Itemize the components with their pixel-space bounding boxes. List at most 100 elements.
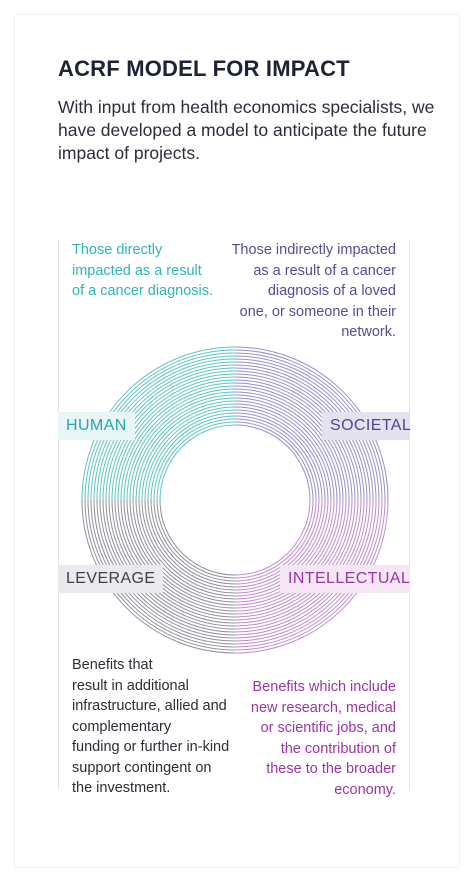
leverage-label: LEVERAGE bbox=[58, 565, 164, 593]
intellectual-ring-line bbox=[234, 499, 371, 636]
leverage-ring-line bbox=[153, 499, 236, 582]
human-ring-line bbox=[99, 364, 236, 501]
human-ring-line bbox=[138, 403, 236, 501]
leverage-ring-line bbox=[138, 499, 236, 597]
societal-description: Those indirectly impacted as a result of… bbox=[231, 242, 396, 340]
impact-ring-diagram bbox=[81, 346, 389, 654]
human-ring-line bbox=[114, 379, 236, 501]
leverage-ring-line bbox=[108, 499, 236, 627]
leverage-ring-line bbox=[99, 499, 236, 636]
societal-ring-line bbox=[234, 412, 323, 501]
human-ring-line bbox=[84, 349, 236, 501]
societal-ring-line bbox=[234, 406, 329, 501]
human-ring-line bbox=[123, 388, 236, 501]
societal-label: SOCIETAL bbox=[322, 412, 411, 440]
leverage-ring-line bbox=[150, 499, 236, 585]
human-ring-line bbox=[135, 400, 236, 501]
intellectual-ring-line bbox=[234, 499, 320, 585]
intellectual-ring-line bbox=[234, 499, 377, 642]
intro-text: With input from health economics special… bbox=[58, 97, 435, 163]
human-ring-line bbox=[111, 376, 236, 501]
societal-ring-line bbox=[234, 373, 362, 501]
societal-ring-line bbox=[234, 358, 377, 501]
human-ring-line bbox=[153, 418, 236, 501]
societal-ring-line bbox=[234, 388, 347, 501]
societal-ring-line bbox=[234, 385, 350, 501]
societal-ring-line bbox=[234, 361, 374, 501]
human-ring-quadrant bbox=[81, 346, 236, 501]
intellectual-ring-line bbox=[234, 499, 383, 648]
societal-ring-line bbox=[234, 415, 320, 501]
intellectual-ring-line bbox=[234, 499, 386, 651]
intellectual-ring-line bbox=[234, 499, 323, 588]
left-guide-line bbox=[58, 240, 59, 790]
societal-ring-line bbox=[234, 367, 368, 501]
human-ring-line bbox=[147, 412, 236, 501]
human-ring-line bbox=[132, 397, 236, 501]
intellectual-description: Benefits which include new research, med… bbox=[250, 679, 396, 798]
human-description: Those directly impacted as a result of a… bbox=[72, 242, 214, 299]
societal-ring-line bbox=[234, 400, 335, 501]
leverage-ring-line bbox=[102, 499, 236, 633]
societal-ring-line bbox=[234, 424, 311, 501]
intellectual-ring-line bbox=[234, 499, 362, 627]
human-label: HUMAN bbox=[58, 412, 135, 440]
leverage-ring-line bbox=[87, 499, 236, 648]
page-title: ACRF MODEL FOR IMPACT bbox=[58, 56, 350, 81]
societal-ring-line bbox=[234, 364, 371, 501]
human-ring-line bbox=[105, 370, 236, 501]
leverage-description: Benefits that result in additional infra… bbox=[72, 657, 230, 796]
human-ring-line bbox=[120, 385, 236, 501]
leverage-ring-line bbox=[156, 499, 236, 579]
leverage-ring-line bbox=[96, 499, 236, 639]
intellectual-label: INTELLECTUAL bbox=[280, 565, 410, 593]
human-ring-line bbox=[93, 358, 236, 501]
societal-ring-line bbox=[234, 418, 317, 501]
societal-ring-line bbox=[234, 403, 332, 501]
intellectual-ring-line bbox=[234, 499, 380, 645]
human-ring-line bbox=[81, 346, 236, 501]
human-ring-line bbox=[159, 424, 236, 501]
leverage-ring-line bbox=[135, 499, 236, 600]
societal-ring-quadrant bbox=[234, 346, 389, 501]
human-ring-line bbox=[117, 382, 236, 501]
leverage-ring-line bbox=[81, 499, 236, 654]
human-ring-line bbox=[96, 361, 236, 501]
intellectual-ring-line bbox=[234, 499, 311, 576]
human-ring-line bbox=[87, 352, 236, 501]
leverage-ring-line bbox=[90, 499, 236, 645]
societal-ring-line bbox=[234, 376, 359, 501]
intellectual-ring-line bbox=[234, 499, 389, 654]
societal-ring-line bbox=[234, 409, 326, 501]
human-ring-line bbox=[90, 355, 236, 501]
leverage-ring-line bbox=[144, 499, 236, 591]
societal-ring-line bbox=[234, 391, 344, 501]
societal-ring-line bbox=[234, 397, 338, 501]
content-card bbox=[14, 14, 460, 868]
leverage-ring-line bbox=[147, 499, 236, 588]
human-ring-line bbox=[102, 367, 236, 501]
intellectual-ring-line bbox=[234, 499, 314, 579]
societal-ring-line bbox=[234, 370, 365, 501]
intellectual-ring-line bbox=[234, 499, 326, 591]
leverage-ring-line bbox=[93, 499, 236, 642]
societal-ring-line bbox=[234, 355, 380, 501]
human-ring-line bbox=[156, 421, 236, 501]
leverage-ring-line bbox=[141, 499, 236, 594]
leverage-ring-line bbox=[159, 499, 236, 576]
human-ring-line bbox=[141, 406, 236, 501]
human-ring-line bbox=[129, 394, 236, 501]
intellectual-ring-line bbox=[234, 499, 317, 582]
intellectual-ring-line bbox=[234, 499, 374, 639]
societal-ring-line bbox=[234, 394, 341, 501]
human-ring-line bbox=[126, 391, 236, 501]
societal-ring-line bbox=[234, 382, 353, 501]
leverage-ring-line bbox=[84, 499, 236, 651]
right-guide-line bbox=[409, 240, 410, 790]
human-ring-line bbox=[108, 373, 236, 501]
human-ring-line bbox=[150, 415, 236, 501]
human-ring-line bbox=[144, 409, 236, 501]
societal-ring-line bbox=[234, 349, 386, 501]
societal-ring-line bbox=[234, 346, 389, 501]
societal-ring-line bbox=[234, 352, 383, 501]
